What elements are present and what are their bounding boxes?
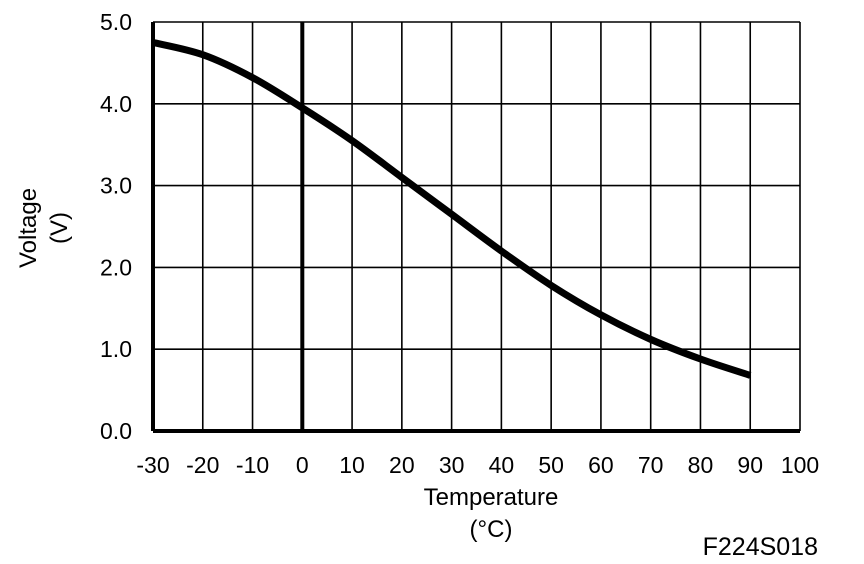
x-tick-label: -30 bbox=[136, 452, 169, 478]
grid-lines bbox=[153, 21, 801, 431]
x-tick-label: 70 bbox=[638, 452, 664, 478]
x-tick-label: 80 bbox=[688, 452, 714, 478]
x-tick-label: 90 bbox=[737, 452, 763, 478]
x-tick-label: 100 bbox=[781, 452, 819, 478]
figure-id-label: F224S018 bbox=[703, 533, 818, 561]
y-tick-label: 0.0 bbox=[100, 418, 132, 444]
y-tick-label: 4.0 bbox=[100, 91, 132, 117]
x-tick-label: -20 bbox=[186, 452, 219, 478]
y-tick-label: 1.0 bbox=[100, 336, 132, 362]
series-line-0 bbox=[152, 39, 752, 379]
x-tick-label: -10 bbox=[236, 452, 269, 478]
x-tick-label: 60 bbox=[588, 452, 614, 478]
x-tick-label: 20 bbox=[389, 452, 415, 478]
x-tick-label: 30 bbox=[439, 452, 465, 478]
axes bbox=[151, 22, 800, 433]
x-tick-label: 50 bbox=[538, 452, 564, 478]
y-axis-title: Voltage bbox=[15, 188, 42, 268]
x-tick-label: 40 bbox=[489, 452, 515, 478]
x-axis-title: Temperature bbox=[424, 484, 559, 511]
x-tick-label: 10 bbox=[339, 452, 365, 478]
x-tick-labels: -30 -20 -10 0 10 20 30 40 50 60 70 80 90 100 bbox=[136, 452, 819, 478]
x-tick-label: 0 bbox=[296, 452, 309, 478]
y-tick-label: 2.0 bbox=[100, 254, 132, 280]
x-axis-unit: (°C) bbox=[470, 516, 513, 543]
y-tick-labels: 0.0 1.0 2.0 3.0 4.0 5.0 bbox=[100, 9, 132, 444]
y-axis-unit: (V) bbox=[46, 212, 73, 244]
y-tick-label: 5.0 bbox=[100, 9, 132, 35]
y-tick-label: 3.0 bbox=[100, 173, 132, 199]
series-group bbox=[152, 39, 752, 379]
